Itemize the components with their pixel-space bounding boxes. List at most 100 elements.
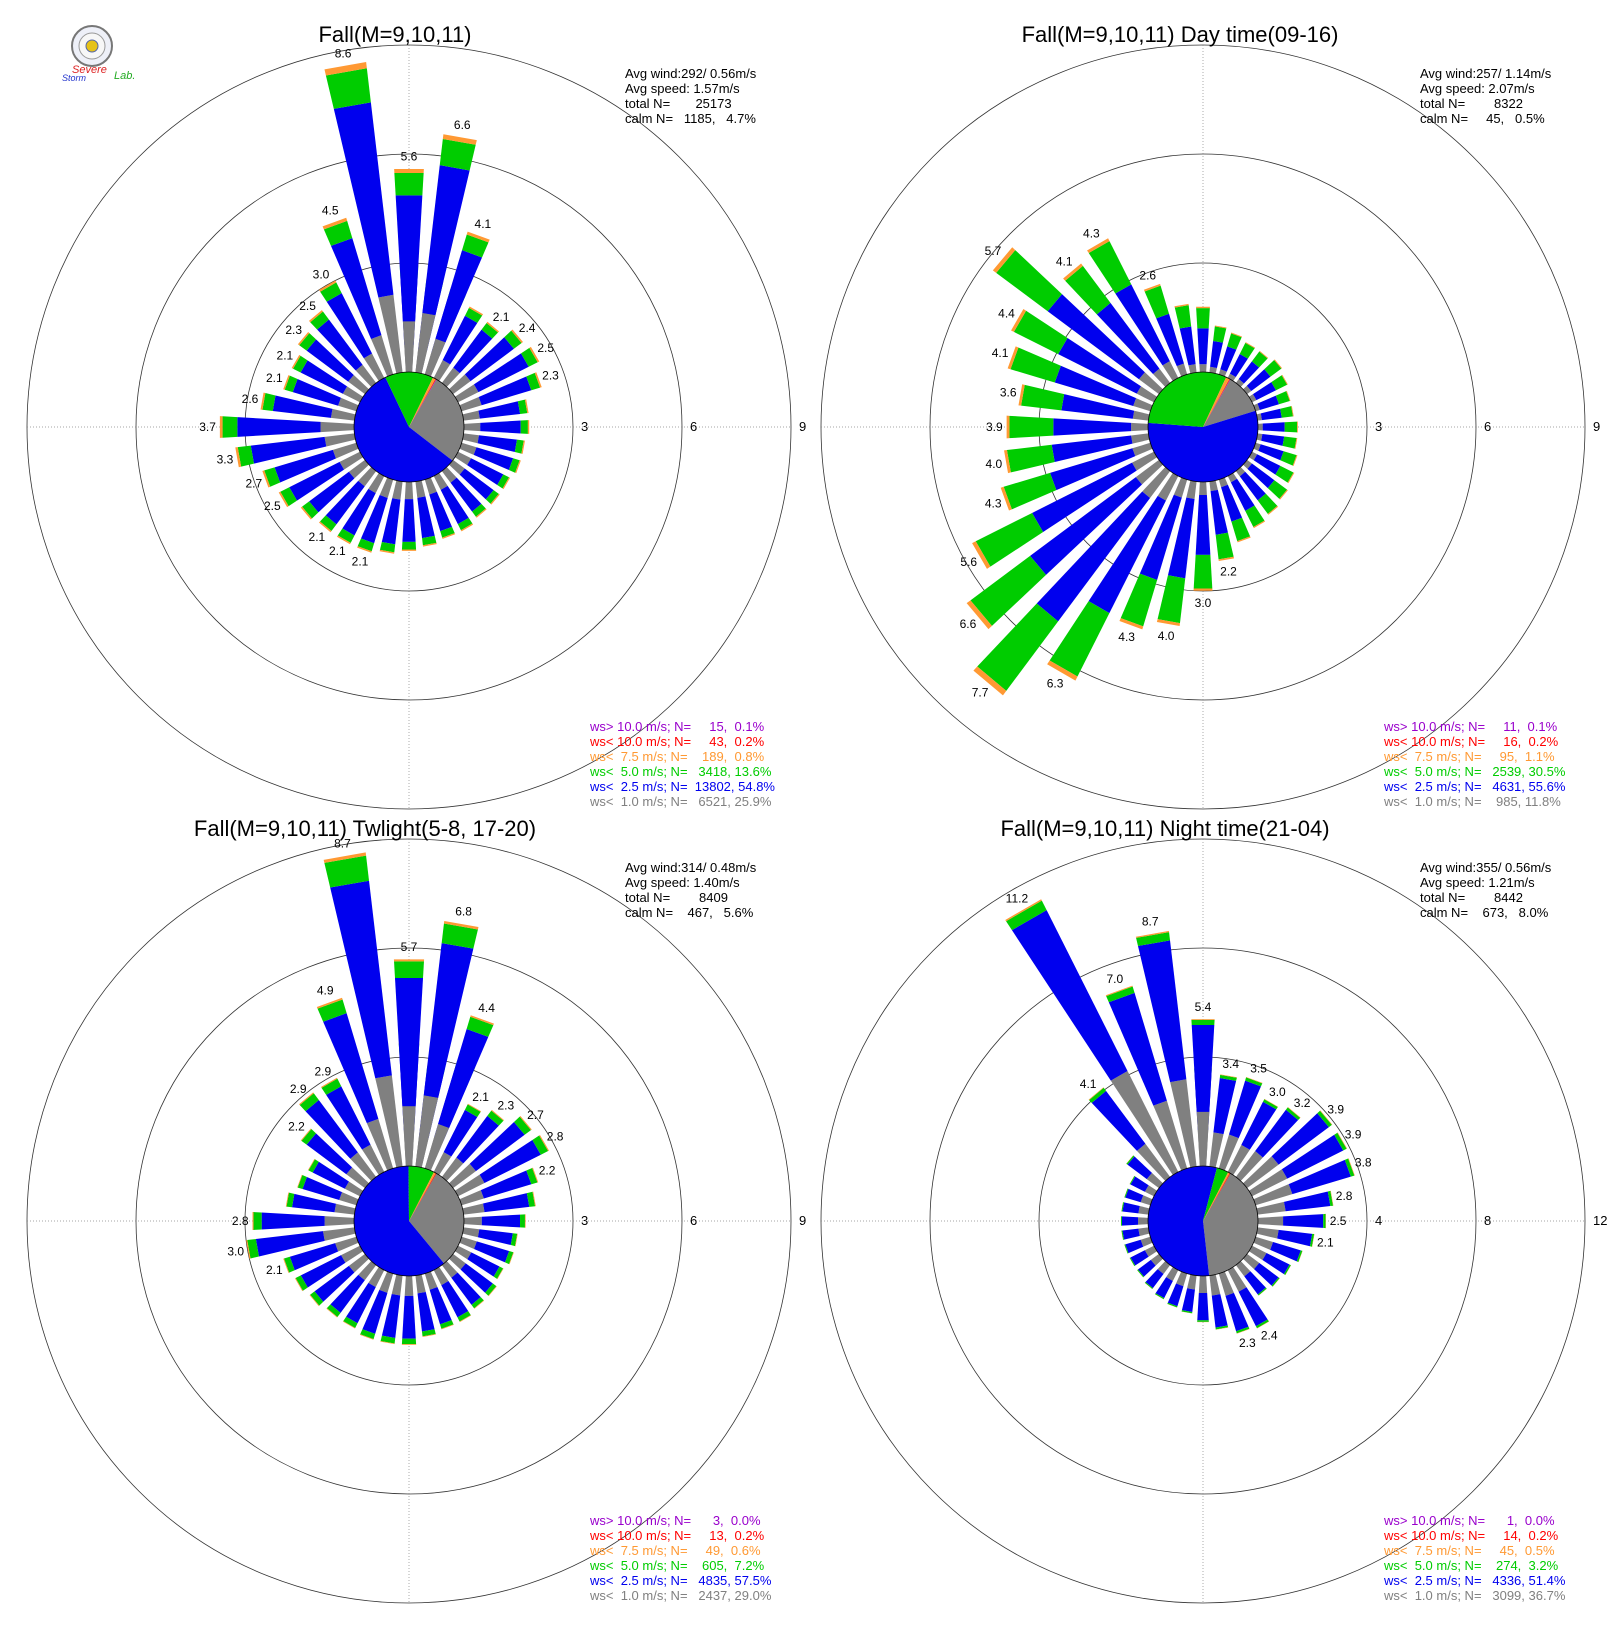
petal-label: 4.4	[998, 307, 1015, 321]
petal-segment	[284, 375, 298, 393]
petal-segment	[1256, 433, 1263, 441]
petal-segment	[1225, 1292, 1249, 1332]
petal-segment	[1243, 1253, 1260, 1270]
petal-segment	[299, 1093, 319, 1112]
petal-segment	[1243, 1156, 1279, 1189]
petal-segment	[1088, 495, 1166, 614]
petal-segment	[250, 436, 327, 464]
petal-segment	[324, 433, 356, 447]
petal-segment	[368, 472, 385, 494]
petal-segment	[443, 920, 479, 930]
petal-segment	[1125, 1239, 1144, 1254]
petal-segment	[474, 1241, 510, 1263]
petal-segment	[341, 1245, 364, 1263]
petal-label: 2.5	[537, 341, 554, 355]
petal-label: 4.0	[1158, 629, 1175, 643]
petal-segment	[1088, 241, 1132, 294]
petal-segment	[1210, 340, 1223, 368]
petal-segment	[305, 1100, 358, 1159]
petal-segment	[339, 451, 364, 470]
petal-segment	[326, 1308, 338, 1318]
panel-title: Fall(M=9,10,11) Twlight(5-8, 17-20)	[194, 816, 536, 841]
legend-lt2-5: ws< 2.5 m/s; N= 4835, 57.5%	[589, 1573, 772, 1588]
petal-segment	[422, 1334, 436, 1337]
legend-lt5: ws< 5.0 m/s; N= 274, 3.2%	[1383, 1558, 1559, 1573]
legend-lt2-5: ws< 2.5 m/s; N= 4336, 51.4%	[1383, 1573, 1566, 1588]
petal-label: 5.7	[401, 940, 418, 954]
pie-slice	[408, 1166, 434, 1221]
petal-segment	[1196, 308, 1210, 329]
petal-segment	[1246, 369, 1271, 392]
petal-segment	[1195, 494, 1211, 555]
total-n: total N= 8409	[625, 890, 728, 905]
petal-segment	[336, 535, 351, 545]
petal-segment	[255, 1231, 325, 1257]
petal-segment	[326, 1086, 371, 1150]
petal-segment	[1254, 1262, 1279, 1286]
petal-segment	[527, 420, 530, 434]
petal-segment	[1257, 423, 1263, 431]
petal-segment	[237, 445, 254, 467]
petal-segment	[481, 1214, 521, 1228]
petal-segment	[309, 471, 355, 513]
petal-label: 3.2	[1294, 1096, 1311, 1110]
petal-segment	[1021, 384, 1065, 411]
petal-segment	[1058, 337, 1141, 394]
petal-segment	[381, 1294, 401, 1339]
petal-segment	[1218, 1134, 1239, 1171]
pie-slice	[409, 379, 464, 461]
petal-segment	[417, 496, 435, 539]
petal-label: 3.0	[227, 1245, 244, 1259]
inner-circle	[353, 1165, 465, 1277]
legend-lt1: ws< 1.0 m/s; N= 3099, 36.7%	[1383, 1588, 1566, 1603]
petal-segment	[235, 447, 242, 468]
petal-segment	[1296, 1250, 1303, 1263]
petal-label: 4.0	[986, 457, 1003, 471]
radial-tick-label: 12	[1593, 1213, 1607, 1228]
petal-segment	[970, 555, 1047, 626]
petal-segment	[289, 1243, 339, 1271]
petal-segment	[1181, 1310, 1193, 1314]
severe-storm-lab-logo: Severe Storm Lab.	[62, 25, 135, 83]
legend: ws> 10.0 m/s; N= 15, 0.1% ws< 10.0 m/s; …	[589, 719, 775, 809]
petal-segment	[1330, 1190, 1334, 1206]
petal-segment	[504, 330, 522, 349]
petal-label: 3.0	[1195, 596, 1212, 610]
petal-segment	[485, 490, 499, 504]
petal-segment	[324, 62, 367, 76]
petal-segment	[330, 238, 382, 339]
petal-segment	[497, 1268, 504, 1280]
petal-segment	[1272, 1278, 1280, 1287]
petal-segment	[1270, 1242, 1301, 1262]
legend-lt2-5: ws< 2.5 m/s; N= 13802, 54.8%	[589, 779, 775, 794]
inner-pie	[353, 1165, 465, 1277]
petal-segment	[1261, 433, 1285, 446]
petal-segment	[441, 923, 478, 949]
petal-segment	[1218, 477, 1228, 488]
petal-segment	[1136, 386, 1158, 403]
petal-segment	[1291, 405, 1294, 417]
petal-segment	[312, 1161, 349, 1189]
petal-segment	[1005, 899, 1042, 922]
stats-box: Avg wind:314/ 0.48m/s Avg speed: 1.40m/s…	[625, 860, 757, 920]
petal-segment	[1018, 384, 1025, 406]
petal-label: 3.3	[217, 452, 234, 466]
stats-box: Avg wind:292/ 0.56m/s Avg speed: 1.57m/s…	[625, 66, 757, 126]
petal-segment	[463, 422, 481, 432]
petal-segment	[1127, 1156, 1152, 1180]
legend-lt7-5: ws< 7.5 m/s; N= 95, 1.1%	[1383, 749, 1555, 764]
petal-segment	[335, 1236, 359, 1252]
petal-segment	[460, 1263, 493, 1293]
petal-segment	[421, 1329, 436, 1337]
windrose-panel-all: 369 3.02.62.52.12.42.52.32.12.12.12.52.7…	[26, 22, 806, 810]
petal-label: 7.7	[972, 686, 989, 700]
petal-segment	[1137, 940, 1187, 1083]
petal-segment	[379, 549, 395, 554]
petal-segment	[289, 461, 345, 501]
petal-label: 2.3	[1239, 1336, 1256, 1350]
petal-segment	[1146, 1172, 1163, 1189]
petal-segment	[521, 440, 525, 454]
inner-circle	[1147, 371, 1259, 483]
petal-segment	[1153, 368, 1171, 387]
petal-segment	[422, 165, 470, 316]
